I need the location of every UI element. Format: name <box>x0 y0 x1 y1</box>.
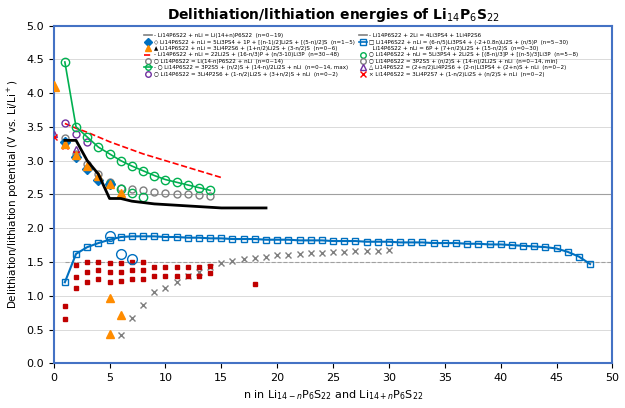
X-axis label: n in Li$_{14-n}$P$_6$S$_{22}$ and Li$_{14+n}$P$_6$S$_{22}$: n in Li$_{14-n}$P$_6$S$_{22}$ and Li$_{1… <box>243 389 423 402</box>
Title: Delithiation/lithiation energies of Li$_{14}$P$_6$S$_{22}$: Delithiation/lithiation energies of Li$_… <box>167 6 499 24</box>
Y-axis label: Delithiation/lithiation potential (V vs. Li/Li$^+$): Delithiation/lithiation potential (V vs.… <box>6 80 21 309</box>
Legend: - Li14P6S22 + nLi = Li(14+n)P6S22  (n=0~19), ◇ Li14P6S22 + nLi = 5Li3PS4 + 1P + : - Li14P6S22 + nLi = Li(14+n)P6S22 (n=0~1… <box>142 32 580 78</box>
